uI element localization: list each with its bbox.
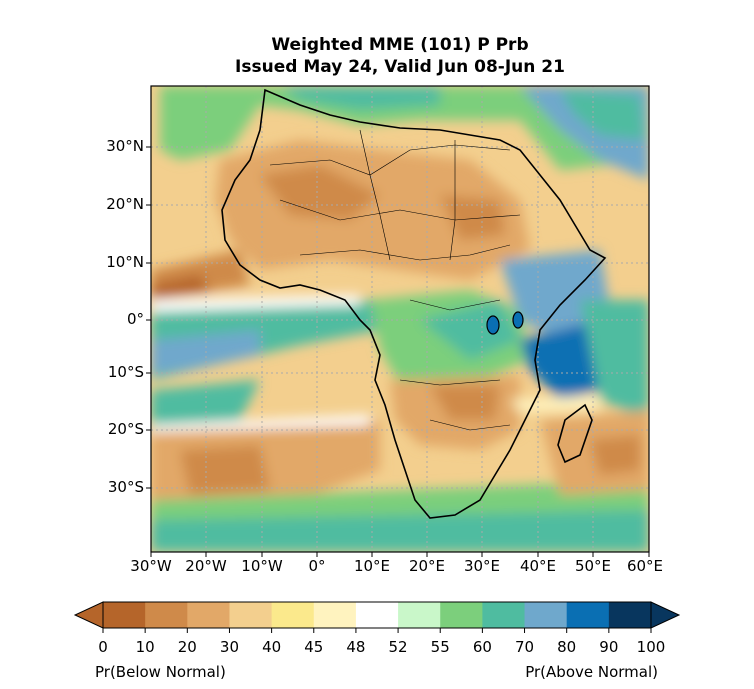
lat-label: 10°N bbox=[106, 253, 144, 271]
colorbar-segment bbox=[313, 602, 357, 628]
colorbar-tick-label: 10 bbox=[135, 638, 155, 656]
colorbar-tick-label: 55 bbox=[430, 638, 450, 656]
axis-ticks bbox=[146, 146, 650, 557]
colorbar-segment bbox=[355, 602, 399, 628]
colorbar-high-extension bbox=[650, 601, 681, 629]
colorbar-segment bbox=[145, 602, 188, 628]
lat-label: 0° bbox=[126, 310, 144, 328]
colorbar-tick-label: 20 bbox=[177, 638, 197, 656]
colorbar-segment bbox=[440, 602, 483, 628]
colorbar-segment bbox=[482, 602, 526, 628]
colorbar-segment bbox=[229, 602, 273, 628]
colorbar-tick-label: 90 bbox=[599, 638, 619, 656]
lat-label: 20°S bbox=[107, 420, 144, 438]
colorbar-tick-label: 45 bbox=[304, 638, 324, 656]
colorbar-tick-label: 48 bbox=[346, 638, 366, 656]
lakes bbox=[486, 311, 524, 335]
lon-label: 30°W bbox=[130, 557, 172, 575]
lon-label: 20°E bbox=[408, 557, 446, 575]
colorbar-segment bbox=[398, 602, 441, 628]
lat-label: 30°N bbox=[106, 137, 144, 155]
colorbar-tick-label: 30 bbox=[219, 638, 239, 656]
colorbar-tick-label: 80 bbox=[557, 638, 577, 656]
colorbar-right-caption: Pr(Above Normal) bbox=[525, 663, 658, 681]
lon-label: 50°E bbox=[574, 557, 612, 575]
colorbar-low-extension bbox=[73, 601, 104, 629]
lon-label: 40°E bbox=[519, 557, 557, 575]
colorbar-segment bbox=[271, 602, 315, 628]
lat-label: 10°S bbox=[107, 363, 144, 381]
colorbar-tick-label: 40 bbox=[262, 638, 282, 656]
title-line-1: Weighted MME (101) P Prb bbox=[271, 35, 529, 55]
colorbar-tick-label: 52 bbox=[388, 638, 408, 656]
colorbar-left-caption: Pr(Below Normal) bbox=[95, 663, 226, 681]
colorbar-tick-label: 0 bbox=[98, 638, 108, 656]
colorbar-tick-label: 100 bbox=[636, 638, 666, 656]
lon-label: 30°E bbox=[463, 557, 501, 575]
colorbar-tick-label: 70 bbox=[514, 638, 535, 656]
title-line-2: Issued May 24, Valid Jun 08-Jun 21 bbox=[235, 57, 565, 77]
colorbar-tick-label: 60 bbox=[472, 638, 492, 656]
probability-field bbox=[151, 86, 649, 552]
lat-label: 20°N bbox=[106, 195, 144, 213]
lon-label: 0° bbox=[308, 557, 326, 575]
colorbar-segment bbox=[566, 602, 610, 628]
chart-title: Weighted MME (101) P Prb Issued May 24, … bbox=[150, 34, 650, 78]
country-borders bbox=[269, 129, 521, 431]
colorbar-segment bbox=[524, 602, 568, 628]
colorbar bbox=[73, 601, 681, 633]
lon-label: 10°E bbox=[353, 557, 391, 575]
colorbar-segment bbox=[103, 602, 146, 628]
lat-label: 30°S bbox=[107, 478, 144, 496]
gridlines bbox=[151, 86, 649, 552]
coastlines bbox=[221, 88, 607, 519]
lon-label: 10°W bbox=[241, 557, 283, 575]
colorbar-segment bbox=[608, 602, 652, 628]
map-frame bbox=[150, 85, 650, 553]
colorbar-frame bbox=[102, 601, 652, 629]
colorbar-segment bbox=[187, 602, 230, 628]
lon-label: 60°E bbox=[626, 557, 664, 575]
lon-label: 20°W bbox=[185, 557, 227, 575]
